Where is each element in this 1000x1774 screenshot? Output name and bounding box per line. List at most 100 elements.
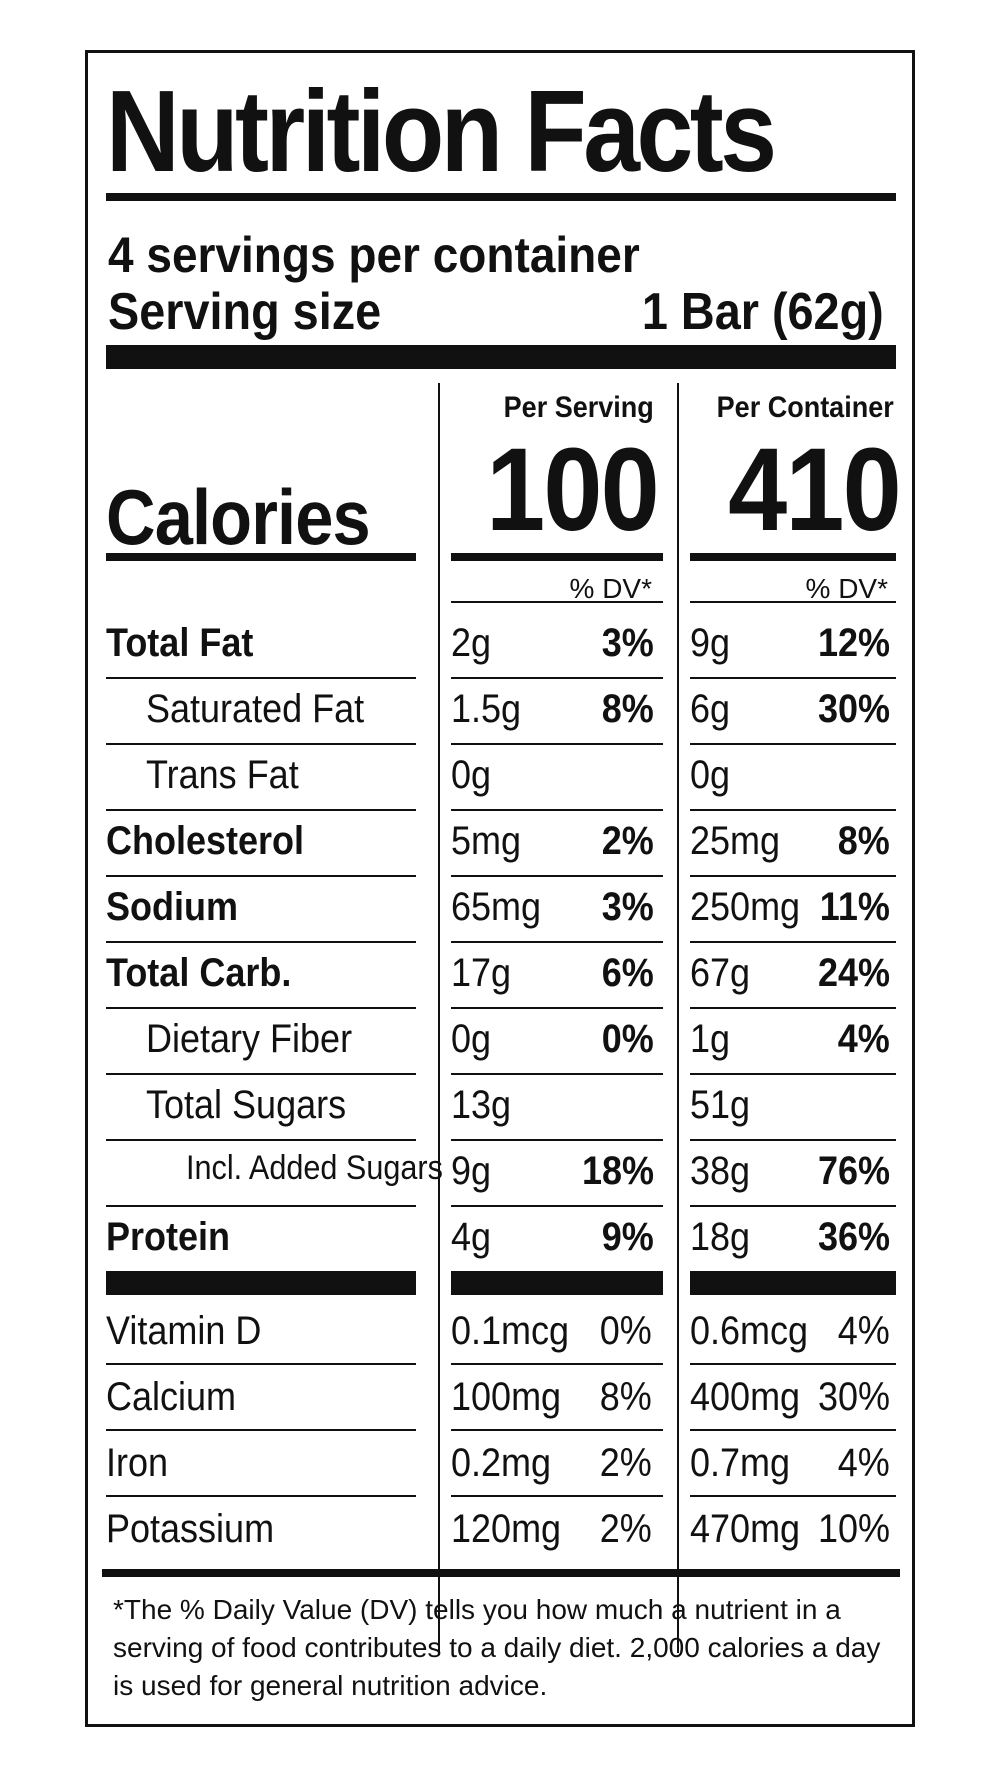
row-rule-serving [451,875,663,877]
container-dv: 76% [817,1149,890,1193]
serving-dv: 6% [601,951,654,995]
row-rule-container [690,1073,896,1075]
calories-rule-container [690,553,896,561]
nutrient-name: Protein [106,1215,231,1259]
container-amount: 250mg [690,885,801,929]
serving-amount: 4g [451,1215,492,1259]
vitamin-container-amount: 400mg [690,1375,801,1419]
container-dv: 8% [837,819,890,863]
container-amount: 1g [690,1017,731,1061]
servings-per-container: 4 servings per container [108,227,640,283]
serving-amount: 2g [451,621,492,665]
row-rule-serving [451,1139,663,1141]
serving-size-label: Serving size [108,283,382,341]
row-rule-name [106,1073,416,1075]
vitamin-rule-serving [451,1495,663,1497]
vitamin-container-dv: 4% [837,1309,890,1353]
vitamin-rule-container [690,1363,896,1365]
container-amount: 6g [690,687,731,731]
per-serving-header: Per Serving [503,391,654,424]
vitamin-serving-dv: 0% [599,1309,652,1353]
title-rule [106,193,896,201]
calories-rule-serving [451,553,663,561]
container-dv: 30% [817,687,890,731]
dv-rule-container [690,601,896,603]
vitamin-serving-amount: 120mg [451,1507,562,1551]
serving-rule [106,345,896,369]
protein-rule-container [690,1271,896,1295]
serving-amount: 17g [451,951,512,995]
vitamin-container-amount: 470mg [690,1507,801,1551]
vitamin-container-dv: 30% [817,1375,890,1419]
vitamin-container-dv: 10% [817,1507,890,1551]
row-rule-name [106,677,416,679]
nutrient-name: Sodium [106,885,239,929]
row-rule-container [690,1007,896,1009]
row-rule-container [690,875,896,877]
serving-amount: 5mg [451,819,522,863]
row-rule-serving [451,941,663,943]
container-amount: 18g [690,1215,751,1259]
container-amount: 67g [690,951,751,995]
per-container-header: Per Container [716,391,894,424]
serving-amount: 0g [451,753,492,797]
protein-rule-serving [451,1271,663,1295]
dv-footnote: *The % Daily Value (DV) tells you how mu… [113,1594,881,1701]
vitamin-rule-name [106,1429,416,1431]
serving-amount: 0g [451,1017,492,1061]
dv-header-serving: % DV* [569,573,652,604]
label-title: Nutrition Facts [106,66,777,196]
serving-dv: 9% [601,1215,654,1259]
dv-rule-serving [451,601,663,603]
nutrient-name: Total Sugars [146,1083,347,1127]
container-dv: 4% [837,1017,890,1061]
calories-rule-name [106,553,416,561]
vitamin-serving-amount: 0.1mcg [451,1309,570,1353]
container-amount: 51g [690,1083,751,1127]
row-rule-container [690,677,896,679]
vitamin-rule-serving [451,1363,663,1365]
protein-rule-name [106,1271,416,1295]
serving-amount: 13g [451,1083,512,1127]
footnote-rule [102,1569,900,1577]
column-divider-left [438,383,440,1653]
container-dv: 24% [817,951,890,995]
nutrient-name: Incl. Added Sugars [186,1149,443,1187]
row-rule-name [106,1139,416,1141]
calories-label: Calories [106,473,371,561]
vitamin-serving-dv: 8% [599,1375,652,1419]
serving-size-value: 1 Bar (62g) [642,283,884,341]
row-rule-serving [451,677,663,679]
row-rule-name [106,1007,416,1009]
serving-dv: 8% [601,687,654,731]
nutrient-name: Total Fat [106,621,254,665]
vitamin-rule-name [106,1495,416,1497]
row-rule-name [106,809,416,811]
column-divider-right [677,383,679,1653]
row-rule-container [690,1139,896,1141]
vitamin-container-dv: 4% [837,1441,890,1485]
row-rule-container [690,941,896,943]
dv-header-container: % DV* [805,573,888,604]
serving-amount: 65mg [451,885,542,929]
nutrient-name: Total Carb. [106,951,292,995]
nutrition-facts-label: Nutrition Facts 4 servings per container… [85,50,915,1727]
calories-per-container: 410 [728,424,902,556]
nutrient-name: Cholesterol [106,819,305,863]
calories-per-serving: 100 [486,424,660,556]
row-rule-serving [451,1007,663,1009]
vitamin-container-amount: 0.6mcg [690,1309,809,1353]
row-rule-name [106,743,416,745]
serving-dv: 2% [601,819,654,863]
row-rule-container [690,809,896,811]
row-rule-serving [451,809,663,811]
vitamin-rule-container [690,1495,896,1497]
row-rule-name [106,941,416,943]
row-rule-name [106,1205,416,1207]
nutrient-name: Trans Fat [146,753,299,797]
container-amount: 38g [690,1149,751,1193]
vitamin-name: Calcium [106,1375,237,1419]
container-amount: 0g [690,753,731,797]
serving-amount: 9g [451,1149,492,1193]
container-dv: 11% [819,885,890,929]
